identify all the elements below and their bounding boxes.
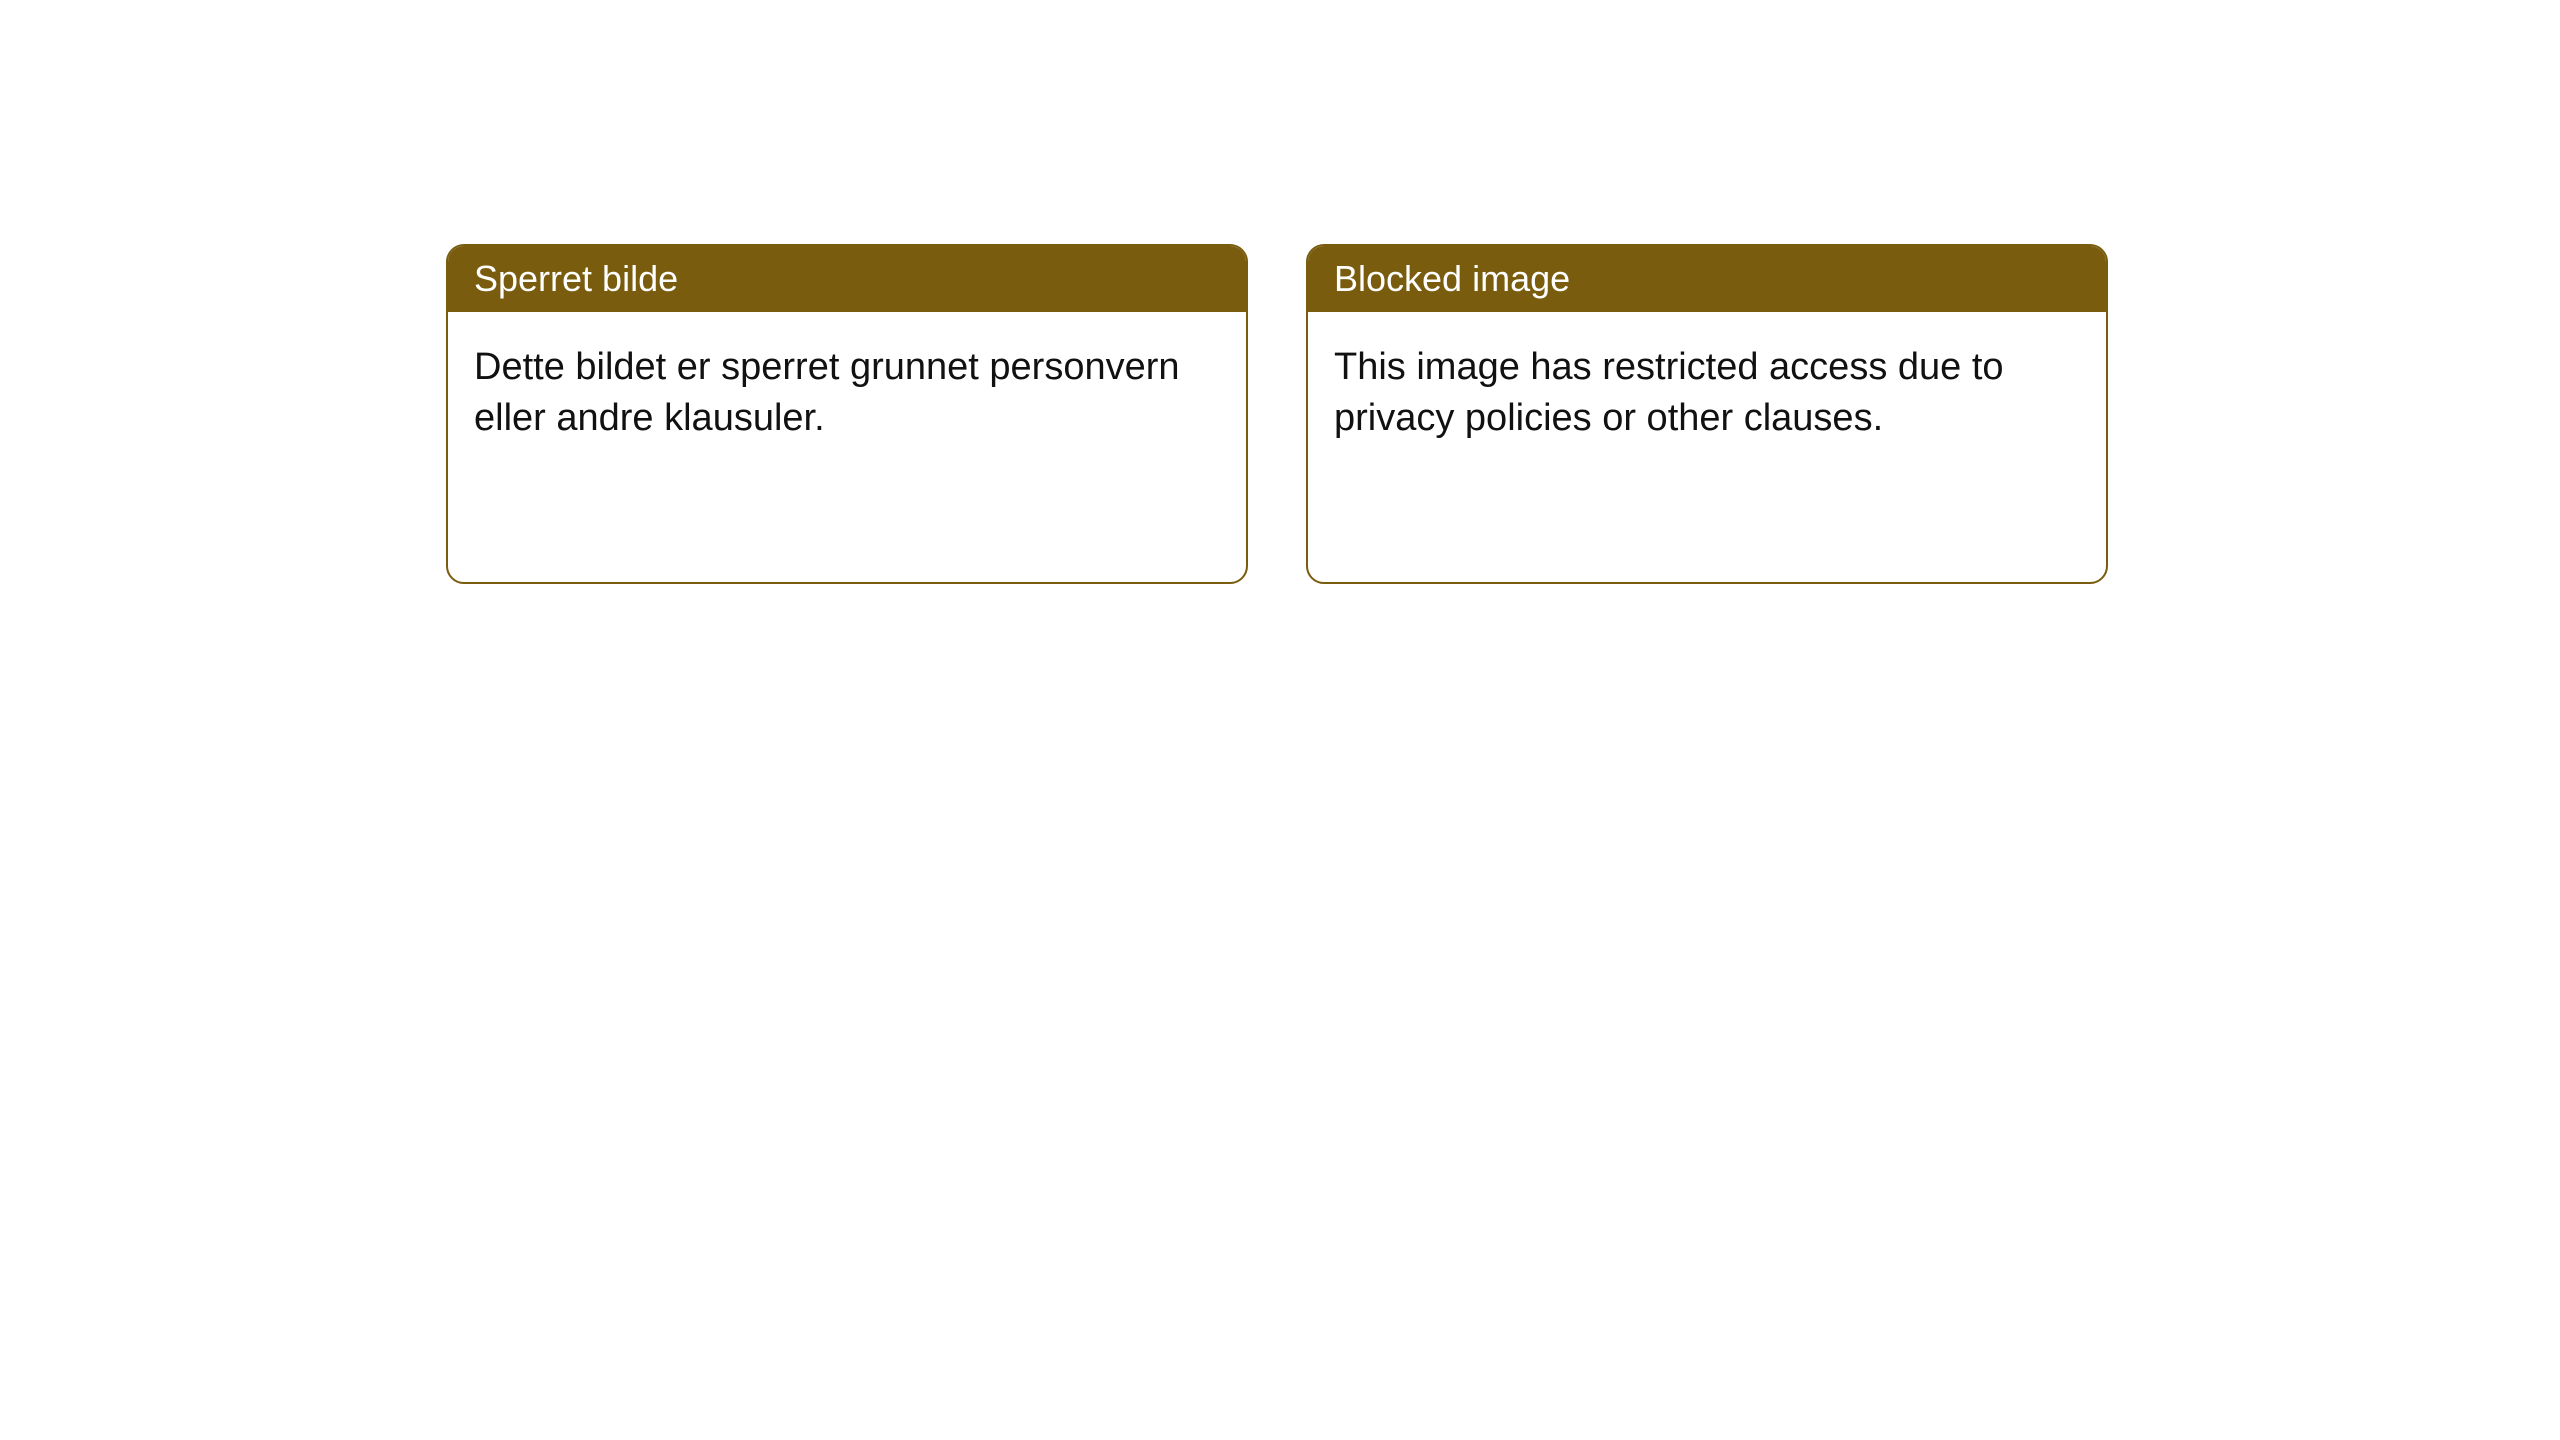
notice-card-text: This image has restricted access due to … xyxy=(1334,342,2080,445)
notice-card-title: Blocked image xyxy=(1308,246,2106,312)
notice-card-norwegian: Sperret bilde Dette bildet er sperret gr… xyxy=(446,244,1248,584)
notice-card-body: Dette bildet er sperret grunnet personve… xyxy=(448,312,1246,582)
notice-card-english: Blocked image This image has restricted … xyxy=(1306,244,2108,584)
notice-card-body: This image has restricted access due to … xyxy=(1308,312,2106,582)
notice-cards-container: Sperret bilde Dette bildet er sperret gr… xyxy=(0,0,2560,584)
notice-card-title: Sperret bilde xyxy=(448,246,1246,312)
notice-card-text: Dette bildet er sperret grunnet personve… xyxy=(474,342,1220,445)
